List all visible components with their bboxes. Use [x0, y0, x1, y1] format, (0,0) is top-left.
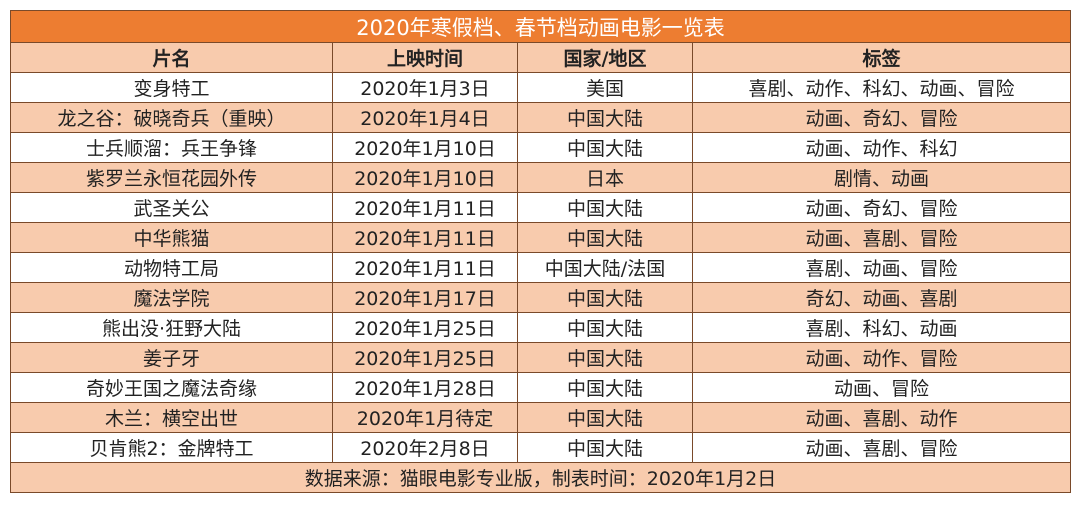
cell-tags: 奇幻、动画、喜剧: [691, 282, 1072, 313]
cell-region: 中国大陆: [517, 342, 693, 373]
cell-tags: 喜剧、动作、科幻、动画、冒险: [691, 72, 1072, 103]
cell-tags: 动画、奇幻、冒险: [691, 192, 1072, 223]
cell-title: 士兵顺溜：兵王争锋: [10, 132, 333, 163]
cell-date: 2020年1月17日: [332, 282, 518, 313]
table-row: 贝肯熊2：金牌特工 2020年2月8日 中国大陆 动画、喜剧、冒险: [10, 432, 1072, 463]
table-footer-row: 数据来源：猫眼电影专业版，制表时间：2020年1月2日: [9, 462, 1072, 493]
table-row: 姜子牙 2020年1月25日 中国大陆 动画、动作、冒险: [10, 342, 1072, 373]
table-row: 木兰：横空出世 2020年1月待定 中国大陆 动画、喜剧、动作: [10, 402, 1072, 433]
cell-tags: 喜剧、科幻、动画: [691, 312, 1072, 343]
cell-tags: 动画、动作、冒险: [691, 342, 1072, 373]
cell-tags: 动画、喜剧、冒险: [691, 222, 1072, 253]
cell-date: 2020年1月4日: [332, 102, 518, 133]
movie-table-container: 2020年寒假档、春节档动画电影一览表 片名 上映时间 国家/地区 标签 变身特…: [9, 10, 1072, 493]
table-footer-source: 数据来源：猫眼电影专业版，制表时间：2020年1月2日: [9, 462, 1072, 493]
cell-region: 日本: [517, 162, 693, 193]
cell-tags: 动画、喜剧、冒险: [691, 432, 1072, 463]
cell-title: 贝肯熊2：金牌特工: [10, 432, 333, 463]
cell-region: 中国大陆: [517, 312, 693, 343]
cell-region: 中国大陆: [517, 402, 693, 433]
cell-title: 龙之谷：破晓奇兵（重映）: [10, 102, 333, 133]
cell-region: 中国大陆: [517, 102, 693, 133]
table-row: 士兵顺溜：兵王争锋 2020年1月10日 中国大陆 动画、动作、科幻: [10, 132, 1072, 163]
cell-date: 2020年1月11日: [332, 222, 518, 253]
cell-tags: 喜剧、动画、冒险: [691, 252, 1072, 283]
table-row: 武圣关公 2020年1月11日 中国大陆 动画、奇幻、冒险: [10, 192, 1072, 223]
header-region: 国家/地区: [517, 42, 693, 73]
table-row: 魔法学院 2020年1月17日 中国大陆 奇幻、动画、喜剧: [10, 282, 1072, 313]
cell-title: 魔法学院: [10, 282, 333, 313]
cell-date: 2020年1月11日: [332, 252, 518, 283]
header-tags: 标签: [691, 42, 1072, 73]
cell-title: 紫罗兰永恒花园外传: [10, 162, 333, 193]
table-row: 熊出没·狂野大陆 2020年1月25日 中国大陆 喜剧、科幻、动画: [10, 312, 1072, 343]
cell-title: 熊出没·狂野大陆: [10, 312, 333, 343]
cell-region: 中国大陆: [517, 372, 693, 403]
table-row: 动物特工局 2020年1月11日 中国大陆/法国 喜剧、动画、冒险: [10, 252, 1072, 283]
cell-title: 奇妙王国之魔法奇缘: [10, 372, 333, 403]
cell-title: 武圣关公: [10, 192, 333, 223]
cell-date: 2020年1月10日: [332, 162, 518, 193]
table-title: 2020年寒假档、春节档动画电影一览表: [9, 10, 1072, 43]
cell-region: 中国大陆: [517, 282, 693, 313]
table-header-row: 片名 上映时间 国家/地区 标签: [10, 42, 1072, 73]
cell-date: 2020年1月待定: [332, 402, 518, 433]
cell-tags: 动画、冒险: [691, 372, 1072, 403]
cell-tags: 动画、动作、科幻: [691, 132, 1072, 163]
cell-date: 2020年1月11日: [332, 192, 518, 223]
header-date: 上映时间: [332, 42, 518, 73]
table-row: 中华熊猫 2020年1月11日 中国大陆 动画、喜剧、冒险: [10, 222, 1072, 253]
cell-title: 木兰：横空出世: [10, 402, 333, 433]
cell-date: 2020年1月3日: [332, 72, 518, 103]
cell-region: 中国大陆: [517, 192, 693, 223]
cell-tags: 动画、奇幻、冒险: [691, 102, 1072, 133]
movie-table: 2020年寒假档、春节档动画电影一览表 片名 上映时间 国家/地区 标签 变身特…: [9, 10, 1072, 493]
cell-tags: 剧情、动画: [691, 162, 1072, 193]
cell-title: 变身特工: [10, 72, 333, 103]
cell-region: 美国: [517, 72, 693, 103]
cell-title: 姜子牙: [10, 342, 333, 373]
cell-date: 2020年1月28日: [332, 372, 518, 403]
cell-region: 中国大陆: [517, 432, 693, 463]
cell-date: 2020年1月25日: [332, 312, 518, 343]
cell-region: 中国大陆: [517, 132, 693, 163]
table-row: 龙之谷：破晓奇兵（重映） 2020年1月4日 中国大陆 动画、奇幻、冒险: [10, 102, 1072, 133]
cell-region: 中国大陆/法国: [517, 252, 693, 283]
table-row: 紫罗兰永恒花园外传 2020年1月10日 日本 剧情、动画: [10, 162, 1072, 193]
cell-date: 2020年1月25日: [332, 342, 518, 373]
cell-title: 动物特工局: [10, 252, 333, 283]
table-title-row: 2020年寒假档、春节档动画电影一览表: [9, 10, 1072, 43]
movie-table-body: 2020年寒假档、春节档动画电影一览表 片名 上映时间 国家/地区 标签 变身特…: [9, 10, 1072, 493]
header-title: 片名: [10, 42, 333, 73]
table-row: 奇妙王国之魔法奇缘 2020年1月28日 中国大陆 动画、冒险: [10, 372, 1072, 403]
cell-date: 2020年2月8日: [332, 432, 518, 463]
cell-region: 中国大陆: [517, 222, 693, 253]
cell-date: 2020年1月10日: [332, 132, 518, 163]
table-row: 变身特工 2020年1月3日 美国 喜剧、动作、科幻、动画、冒险: [10, 72, 1072, 103]
cell-tags: 动画、喜剧、动作: [691, 402, 1072, 433]
cell-title: 中华熊猫: [10, 222, 333, 253]
